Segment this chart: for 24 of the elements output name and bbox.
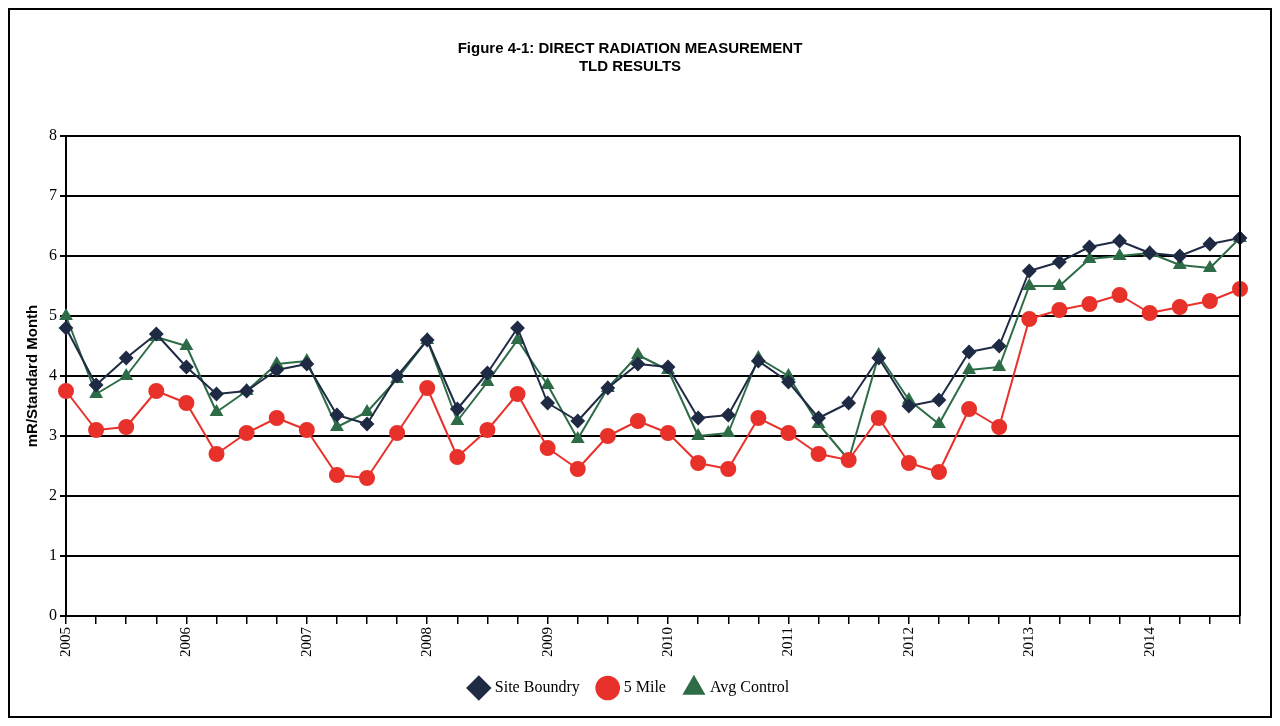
x-tick-label: 2011	[779, 627, 796, 657]
y-tick-label: 0	[49, 606, 57, 624]
y-tick-label: 3	[49, 426, 57, 444]
x-tick-label: 2007	[297, 626, 314, 657]
y-tick-label: 8	[49, 126, 57, 144]
x-tick-label: 2005	[56, 627, 73, 657]
legend-label: Site Boundry	[494, 678, 580, 697]
y-tick-label: 5	[49, 306, 57, 324]
chart-title: Figure 4-1: DIRECT RADIATION MEASUREMENT TLD RESULTS	[457, 39, 803, 75]
x-tick-label: 2006	[177, 626, 194, 657]
x-tick-label: 2014	[1140, 626, 1157, 657]
legend-label: Avg Control	[709, 678, 790, 697]
y-tick-label: 2	[49, 486, 57, 504]
x-tick-label: 2009	[538, 627, 555, 657]
y-tick-label: 7	[49, 186, 57, 204]
y-tick-label: 1	[49, 546, 57, 564]
x-tick-label: 2008	[418, 627, 435, 657]
y-tick-label: 6	[49, 246, 57, 264]
y-axis-title: mR/Standard Month	[23, 304, 41, 448]
legend-label: 5 Mile	[623, 678, 666, 696]
x-tick-label: 2012	[899, 627, 916, 657]
x-tick-label: 2010	[658, 627, 675, 657]
y-tick-label: 4	[49, 366, 57, 384]
x-tick-label: 2013	[1020, 627, 1037, 657]
